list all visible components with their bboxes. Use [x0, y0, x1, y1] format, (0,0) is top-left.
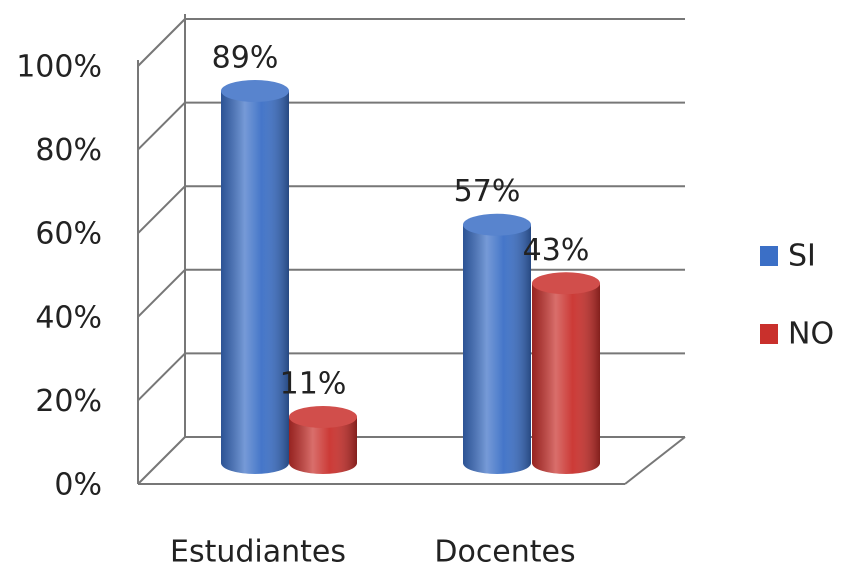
- y-tick-label: 20%: [35, 384, 102, 419]
- walls: [137, 14, 686, 485]
- bar-top: [532, 272, 600, 295]
- y-tick-label: 40%: [35, 300, 102, 335]
- y-tick-label: 80%: [35, 133, 102, 168]
- value-label: 11%: [280, 367, 347, 402]
- x-tick-label: Estudiantes: [170, 535, 346, 568]
- y-tick-label: 0%: [54, 468, 102, 503]
- y-tick-label: 100%: [16, 50, 102, 85]
- value-label: 57%: [454, 174, 521, 209]
- bar-top-shading: [221, 79, 289, 102]
- value-label: 89%: [212, 40, 279, 75]
- legend-label: SI: [788, 239, 816, 274]
- y-tick-label: 60%: [35, 217, 102, 252]
- value-label: 43%: [523, 233, 590, 268]
- bar-top: [463, 213, 531, 236]
- bar-shading: [289, 417, 357, 474]
- bar-shading: [532, 283, 600, 474]
- bar-top: [289, 406, 357, 429]
- x-tick-label: Docentes: [434, 535, 575, 568]
- bar-top-shading: [289, 406, 357, 429]
- wall-line: [137, 101, 186, 151]
- legend-swatch: [760, 324, 778, 344]
- wall-line: [137, 352, 186, 402]
- bar-shading: [221, 90, 289, 474]
- wall-line: [137, 436, 186, 485]
- floor-right: [624, 436, 686, 485]
- bar-shading: [463, 224, 531, 474]
- bar-top: [221, 79, 289, 102]
- wall-line: [137, 185, 186, 234]
- bar-top-shading: [532, 272, 600, 295]
- legend-swatch: [760, 246, 778, 266]
- legend-label: NO: [788, 317, 834, 352]
- bar-top-shading: [463, 213, 531, 236]
- wall-line: [137, 18, 186, 67]
- wall-line: [137, 269, 186, 318]
